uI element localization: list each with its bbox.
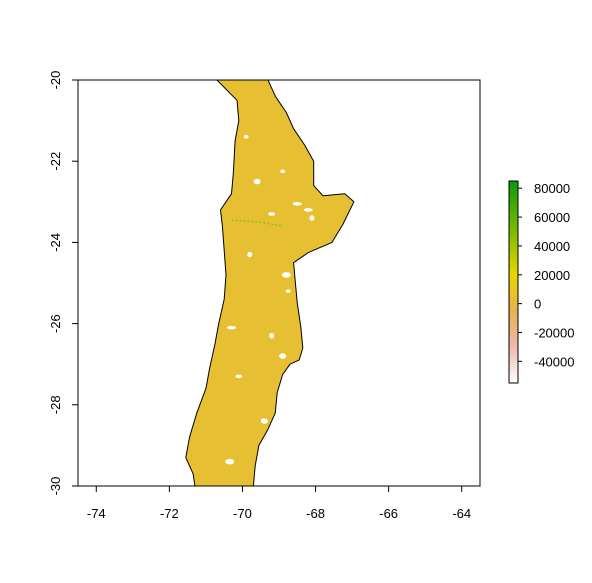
x-tick-label: -74 (87, 506, 106, 521)
raster-void (253, 178, 261, 185)
raster-void (269, 332, 275, 339)
colorbar-legend: 80000 60000 40000 20000 0 -20000 -40000 (508, 180, 574, 384)
x-tick-label: -68 (306, 506, 325, 521)
raster-void (247, 251, 253, 258)
y-tick-label: -22 (48, 152, 63, 171)
x-tick-label: -70 (233, 506, 252, 521)
raster-void (235, 374, 243, 379)
raster-void (292, 202, 302, 206)
x-tick-label: -72 (160, 506, 179, 521)
raster-feature (231, 219, 283, 227)
raster-void (309, 215, 315, 221)
x-axis: -74 -72 -70 -68 -66 -64 (87, 485, 471, 521)
colorbar-tick-label: 0 (534, 297, 541, 312)
map-layer (185, 80, 355, 486)
raster-void (268, 212, 276, 216)
raster-void (280, 169, 286, 174)
colorbar-tick-label: 40000 (534, 239, 570, 254)
raster-void (225, 458, 235, 465)
colorbar-tick-label: 60000 (534, 210, 570, 225)
raster-void (303, 208, 313, 212)
x-tick-label: -64 (452, 506, 471, 521)
region-raster (185, 80, 355, 486)
y-tick-label: -28 (48, 395, 63, 414)
colorbar-tick-label: -20000 (534, 326, 574, 341)
y-axis: -20 -22 -24 -26 -28 -30 (48, 71, 79, 496)
colorbar-scale (508, 180, 519, 384)
y-tick-label: -24 (48, 233, 63, 252)
colorbar-tick-label: 80000 (534, 181, 570, 196)
x-tick-label: -66 (379, 506, 398, 521)
y-tick-label: -26 (48, 314, 63, 333)
raster-void (285, 289, 291, 293)
raster-void (279, 353, 287, 359)
colorbar-tick-label: -40000 (534, 354, 574, 369)
raster-void (243, 135, 249, 139)
raster-void (226, 325, 236, 330)
raster-void (281, 272, 291, 278)
y-tick-label: -30 (48, 477, 63, 496)
y-tick-label: -20 (48, 71, 63, 90)
colorbar-tick-label: 20000 (534, 268, 570, 283)
raster-void (260, 418, 268, 424)
